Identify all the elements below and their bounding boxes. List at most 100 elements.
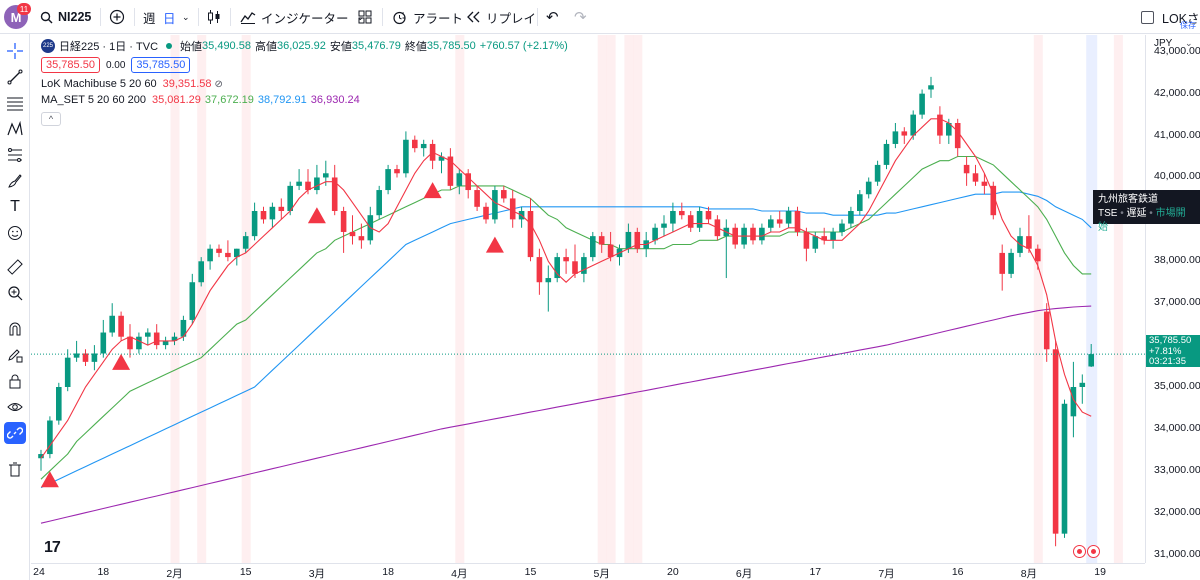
brush-tool[interactable]: [4, 170, 26, 192]
candle-body: [323, 173, 329, 178]
open-label: 始値: [180, 41, 203, 53]
candle-body: [136, 336, 142, 350]
candle-body: [607, 244, 614, 258]
time-axis[interactable]: [31, 563, 1145, 580]
buy-button[interactable]: 35,785.50: [131, 57, 191, 73]
candle-body: [64, 357, 71, 387]
ma5-value: 35,081.29: [151, 94, 201, 106]
trash-tool[interactable]: [4, 458, 26, 480]
fib-tool[interactable]: [4, 92, 26, 114]
ma200-line: [40, 305, 1092, 524]
spread-value: 0.00: [105, 59, 126, 71]
candle-body: [581, 257, 587, 274]
search-icon: [40, 11, 53, 23]
candle-body: [776, 219, 783, 224]
price-tick-label: 38,000.00: [1154, 254, 1200, 267]
signal-highlight-band: [170, 35, 180, 563]
ma200-value: 36,930.24: [310, 94, 360, 106]
chart-type-button[interactable]: [207, 0, 221, 34]
replay-button[interactable]: リプレイ: [466, 0, 536, 34]
candle-body: [696, 211, 703, 228]
currency-label[interactable]: JPY: [1154, 38, 1173, 49]
market-open-dot: [166, 43, 173, 49]
zoom-tool[interactable]: [4, 282, 26, 304]
layout-checkbox[interactable]: [1141, 10, 1154, 24]
text-icon: T: [10, 198, 20, 215]
alarm-clock-icon: [393, 11, 406, 24]
trendline-tool[interactable]: [4, 66, 26, 88]
buy-signal-triangle: [307, 207, 326, 224]
layouts-button[interactable]: [358, 0, 372, 34]
time-tick-label: 6月: [735, 568, 753, 580]
compare-button[interactable]: [109, 0, 125, 34]
layout-save-area[interactable]: LOKさん: [1141, 0, 1200, 34]
event-marker[interactable]: [1087, 545, 1100, 558]
lock-tool[interactable]: [4, 370, 26, 392]
undo-button[interactable]: ↶: [546, 0, 559, 34]
candle-body: [901, 131, 908, 136]
candle-body: [216, 248, 222, 253]
candle-body: [937, 114, 943, 136]
price-chart[interactable]: [31, 35, 1145, 563]
candle-body: [750, 227, 756, 241]
current-bar-highlight: [1086, 35, 1098, 563]
candle-body: [598, 236, 605, 245]
price-tick-label: 41,000.00: [1154, 128, 1200, 141]
candle-body: [314, 177, 320, 191]
high-value: 36,025.92: [276, 40, 326, 52]
pencil-lock-tool[interactable]: [4, 344, 26, 366]
crosshair-tool[interactable]: [4, 40, 26, 62]
event-marker[interactable]: [1073, 545, 1086, 558]
tradingview-logo[interactable]: 17: [44, 539, 61, 556]
link-icon: [7, 427, 23, 439]
signal-highlight-band: [597, 35, 607, 563]
ruler-tool[interactable]: [4, 256, 26, 278]
price-tick-label: 37,000.00: [1154, 296, 1200, 309]
pencil-lock-icon: [8, 349, 23, 363]
hidden-icon[interactable]: ⊘: [214, 78, 223, 90]
text-tool[interactable]: T: [4, 196, 26, 218]
candle-body: [830, 231, 836, 241]
indicator1-row[interactable]: LoK Machibuse 5 20 60 39,351.58 ⊘: [41, 76, 568, 92]
sell-button[interactable]: 35,785.50: [41, 57, 100, 73]
collapse-legend-button[interactable]: ^: [41, 112, 61, 126]
candle-body: [679, 211, 685, 216]
symbol-search[interactable]: NI225: [40, 0, 91, 34]
candle-body: [999, 252, 1005, 274]
magnet-tool[interactable]: [4, 318, 26, 340]
candle-body: [910, 114, 916, 136]
candle-body: [972, 173, 979, 182]
redo-button[interactable]: ↷: [574, 0, 587, 34]
visibility-tool[interactable]: [4, 396, 26, 418]
candle-body: [100, 332, 107, 354]
redo-icon: ↷: [574, 9, 587, 26]
undo-icon: ↶: [546, 9, 559, 26]
candle-body: [625, 231, 632, 249]
candle-body: [438, 156, 445, 161]
chevron-down-icon: ⌄: [182, 11, 190, 22]
pattern-tool[interactable]: [4, 118, 26, 140]
interval-day[interactable]: 日: [163, 11, 176, 26]
candle-body: [242, 236, 249, 249]
symbol-legend-row[interactable]: 225 日経225 · 1日 · TVC 始値 35,490.58 高値 36,02…: [41, 38, 568, 54]
price-axis[interactable]: [1145, 35, 1200, 563]
candle-body: [171, 336, 178, 341]
candle-body: [198, 261, 204, 283]
interval-week[interactable]: 週: [143, 11, 156, 26]
chart-pane[interactable]: [31, 35, 1145, 563]
emoji-tool[interactable]: [4, 222, 26, 244]
chevron-down-icon[interactable]: ⌄: [1185, 38, 1193, 48]
bar-countdown: 03:21:35: [1149, 356, 1186, 367]
candles-icon: [208, 10, 220, 24]
candle-body: [946, 123, 952, 136]
interval-dropdown[interactable]: ⌄: [182, 0, 190, 34]
signal-highlight-band: [1113, 35, 1123, 563]
zoom-in-icon: [8, 286, 23, 301]
chevron-up-icon: ^: [48, 114, 54, 124]
projection-tool[interactable]: [4, 144, 26, 166]
indicators-button[interactable]: インジケーター ⌄: [240, 0, 364, 34]
indicator2-row[interactable]: MA_SET 5 20 60 200 35,081.29 37,672.19 3…: [41, 92, 568, 108]
alert-button[interactable]: アラート: [392, 0, 463, 34]
candle-body: [82, 353, 89, 362]
link-tool[interactable]: [4, 422, 26, 444]
